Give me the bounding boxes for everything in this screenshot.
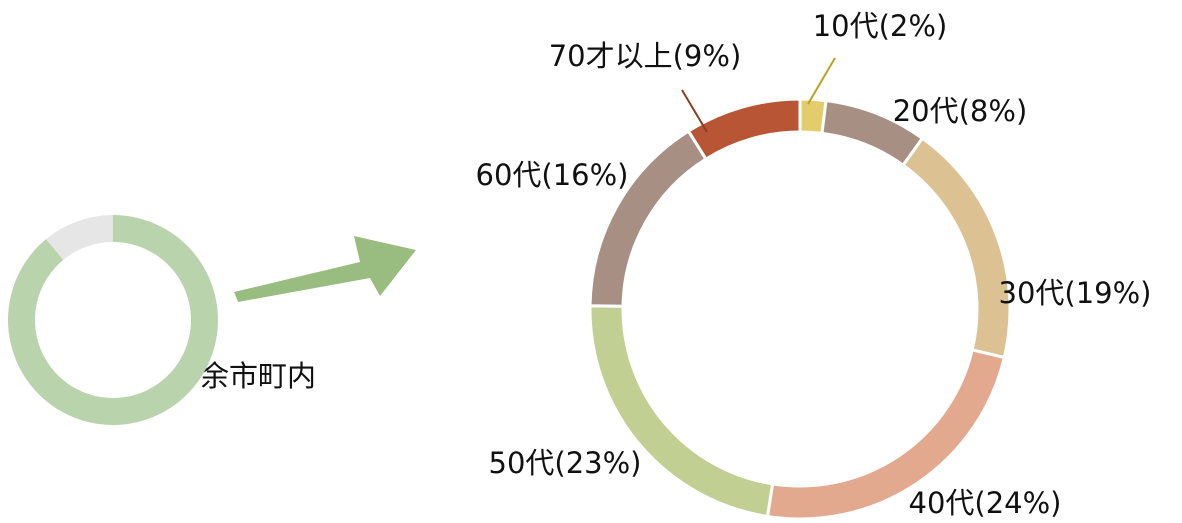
leader-line	[807, 57, 836, 105]
segment-label: 10代(2%)	[813, 9, 948, 43]
donut-segment	[901, 136, 1012, 360]
donut-segment	[686, 97, 802, 162]
segment-label: 60代(16%)	[476, 158, 629, 192]
leader-line	[681, 89, 708, 133]
donut-segment	[8, 215, 219, 425]
arrow	[234, 236, 416, 302]
donut-segment	[588, 304, 775, 519]
segment-label: 40代(24%)	[909, 486, 1062, 520]
segment-label: 30代(19%)	[999, 276, 1152, 310]
segment-label: 20代(8%)	[893, 94, 1028, 128]
donut-segment	[46, 215, 113, 260]
small-donut-label: 余市町内	[200, 359, 316, 393]
segment-label: 70才以上(9%)	[549, 39, 742, 73]
segment-label: 50代(23%)	[489, 446, 642, 480]
